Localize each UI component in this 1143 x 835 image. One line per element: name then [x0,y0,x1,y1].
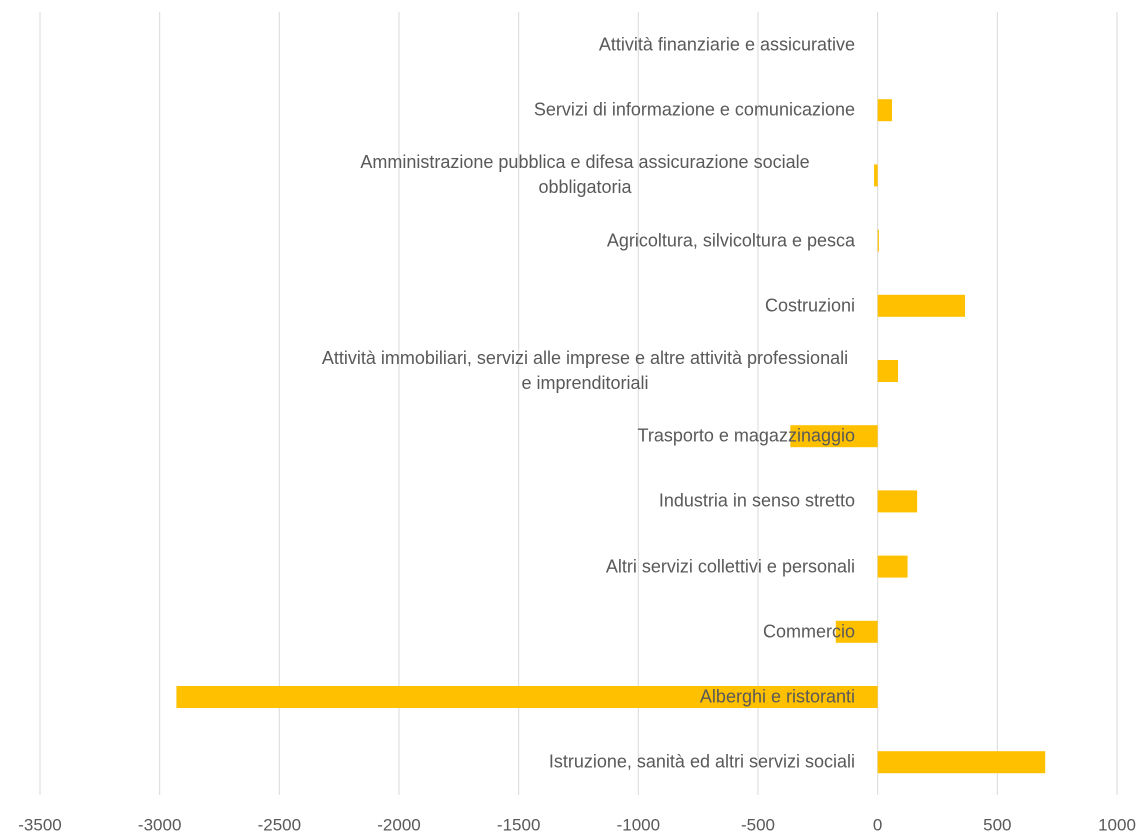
category-label: Agricoltura, silvicoltura e pesca [606,230,855,251]
category-label: Servizi di informazione e comunicazione [533,99,855,120]
bar [790,425,878,448]
bar [874,164,878,187]
category-label: Alberghi e ristoranti [699,686,855,707]
category-label: Costruzioni [764,295,855,316]
x-tick-label: 0 [873,815,882,834]
x-tick-label: -500 [741,815,775,834]
bar [877,751,1046,774]
bar [877,99,893,122]
bar [835,620,878,643]
bar [877,360,899,382]
bar [877,555,908,578]
category-label: Commercio [762,621,855,642]
x-tick-label: -1500 [497,815,540,834]
category-label: Attività finanziarie e assicurative [598,34,855,55]
bar [176,686,878,708]
category-label: Altri servizi collettivi e personali [605,556,855,577]
x-tick-label: -2000 [377,815,420,834]
category-label: Trasporto e magazzinaggio [637,425,855,446]
category-label: Amministrazione pubblica e difesa assicu… [360,152,810,198]
category-label: Industria in senso stretto [658,490,855,511]
x-tick-label: -2500 [258,815,301,834]
bar [877,229,879,252]
category-label: Istruzione, sanità ed altri servizi soci… [548,751,855,772]
category-label: Attività immobiliari, servizi alle impre… [321,348,849,393]
x-tick-label: 1000 [1098,815,1136,834]
bar [877,294,966,317]
bar [877,490,918,513]
x-tick-label: -3000 [138,815,181,834]
x-tick-label: 500 [983,815,1011,834]
x-tick-label: -3500 [18,815,61,834]
x-tick-label: -1000 [617,815,660,834]
